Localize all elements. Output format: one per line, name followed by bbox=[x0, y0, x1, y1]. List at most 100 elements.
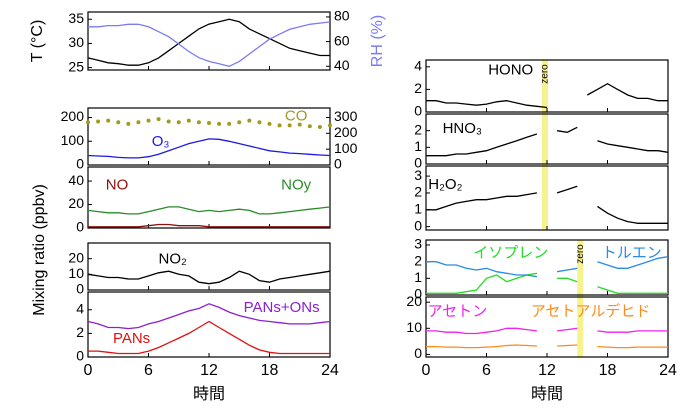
series-label: HNO₃ bbox=[443, 120, 482, 137]
y2-tick-label: 0 bbox=[334, 156, 342, 172]
data-point bbox=[196, 120, 201, 125]
y-tick-label: 0 bbox=[414, 103, 422, 119]
y-tick-label: 3 bbox=[414, 167, 422, 183]
annotation: zero bbox=[540, 64, 551, 84]
y-tick-label: 20 bbox=[68, 249, 84, 265]
y2-tick-label: 200 bbox=[334, 124, 358, 140]
series-line bbox=[87, 138, 331, 159]
y-axis-label: T (°C) bbox=[29, 20, 46, 63]
data-point bbox=[227, 121, 232, 126]
y2-axis-label: RH (%) bbox=[369, 15, 386, 67]
y-tick-label: 2 bbox=[414, 80, 422, 96]
series-label: トルエン bbox=[602, 245, 662, 262]
data-point bbox=[267, 121, 272, 126]
series-line bbox=[87, 270, 331, 285]
y-tick-label: 2 bbox=[414, 184, 422, 200]
series-label: アセトン bbox=[428, 303, 488, 320]
series-label: PANs bbox=[113, 330, 150, 347]
x-tick-label: 24 bbox=[659, 362, 677, 379]
data-point bbox=[317, 125, 322, 129]
data-point bbox=[307, 124, 312, 129]
data-point bbox=[86, 120, 90, 125]
zero-band bbox=[541, 60, 548, 230]
series-label: PANs+ONs bbox=[244, 299, 320, 316]
series-label: CO bbox=[285, 108, 308, 125]
series-line bbox=[426, 82, 668, 109]
series-line bbox=[87, 303, 331, 330]
data-point bbox=[257, 120, 262, 125]
x-tick-label: 24 bbox=[321, 362, 339, 379]
series-label: NOy bbox=[281, 176, 312, 193]
data-point bbox=[277, 123, 282, 128]
data-point bbox=[166, 119, 171, 124]
annotation: zero bbox=[575, 244, 586, 264]
y2-tick-label: 100 bbox=[334, 140, 358, 156]
data-point bbox=[207, 121, 211, 126]
y-tick-label: 20 bbox=[68, 195, 84, 211]
y-tick-label: 100 bbox=[61, 132, 85, 148]
series-line bbox=[87, 206, 331, 215]
x-tick-label: 0 bbox=[84, 362, 93, 379]
y-tick-label: 0 bbox=[76, 281, 84, 297]
y-tick-label: 30 bbox=[68, 34, 84, 50]
y2-tick-label: 40 bbox=[334, 57, 350, 73]
y-tick-label: 25 bbox=[68, 58, 84, 74]
data-point bbox=[156, 117, 161, 122]
data-point bbox=[136, 120, 141, 125]
y-tick-label: 0 bbox=[414, 217, 422, 233]
y2-tick-label: 80 bbox=[334, 8, 350, 24]
series-line bbox=[426, 344, 668, 349]
x-tick-label: 12 bbox=[200, 362, 218, 379]
data-point bbox=[176, 120, 181, 125]
data-point bbox=[96, 119, 101, 124]
panel-frame bbox=[87, 242, 331, 291]
y-tick-label: 0 bbox=[414, 345, 422, 361]
y-tick-label: 0 bbox=[414, 155, 422, 171]
series-label: HONO bbox=[488, 61, 533, 78]
data-point bbox=[186, 118, 191, 123]
y-tick-label: 4 bbox=[414, 57, 422, 73]
data-point bbox=[297, 122, 302, 127]
y-tick-label: 4 bbox=[76, 300, 84, 316]
y-tick-label: 1 bbox=[414, 138, 422, 154]
data-point bbox=[237, 120, 242, 125]
series-label: NO bbox=[106, 176, 129, 193]
series-label: アセトアルデヒド bbox=[531, 302, 651, 320]
series-line bbox=[426, 272, 668, 294]
y-tick-label: 0 bbox=[76, 156, 84, 172]
series-line bbox=[88, 223, 330, 228]
data-point bbox=[126, 121, 131, 126]
y-tick-label: 3 bbox=[414, 236, 422, 252]
y-tick-label: 2 bbox=[76, 324, 84, 340]
x-axis-label: 時間 bbox=[531, 385, 563, 403]
series-line bbox=[426, 256, 669, 278]
zero-band bbox=[577, 240, 584, 357]
y-tick-label: 1 bbox=[414, 200, 422, 216]
y-tick-label: 1 bbox=[414, 269, 422, 285]
y-tick-label: 0 bbox=[76, 348, 84, 364]
x-tick-label: 6 bbox=[482, 362, 491, 379]
series-label: H₂O₂ bbox=[428, 176, 462, 193]
data-point bbox=[106, 118, 111, 123]
y-axis-label: Mixing ratio (ppbv) bbox=[31, 184, 48, 316]
data-point bbox=[328, 123, 332, 128]
x-tick-label: 18 bbox=[261, 362, 279, 379]
y-tick-label: 10 bbox=[406, 319, 422, 335]
y-tick-label: 20 bbox=[406, 293, 422, 309]
y-tick-label: 0 bbox=[414, 286, 422, 302]
y-tick-label: 40 bbox=[68, 172, 84, 188]
data-point bbox=[287, 123, 292, 128]
y2-tick-label: 300 bbox=[334, 108, 358, 124]
series-line bbox=[426, 185, 668, 224]
series-label: イソプレン bbox=[473, 245, 548, 262]
x-axis-label: 時間 bbox=[193, 385, 225, 403]
series-line bbox=[426, 327, 668, 335]
x-tick-label: 6 bbox=[144, 362, 153, 379]
x-tick-label: 0 bbox=[422, 362, 431, 379]
x-tick-label: 12 bbox=[538, 362, 556, 379]
series-line bbox=[426, 126, 669, 157]
series-line bbox=[88, 21, 331, 67]
x-tick-label: 18 bbox=[599, 362, 617, 379]
data-point bbox=[146, 118, 151, 123]
